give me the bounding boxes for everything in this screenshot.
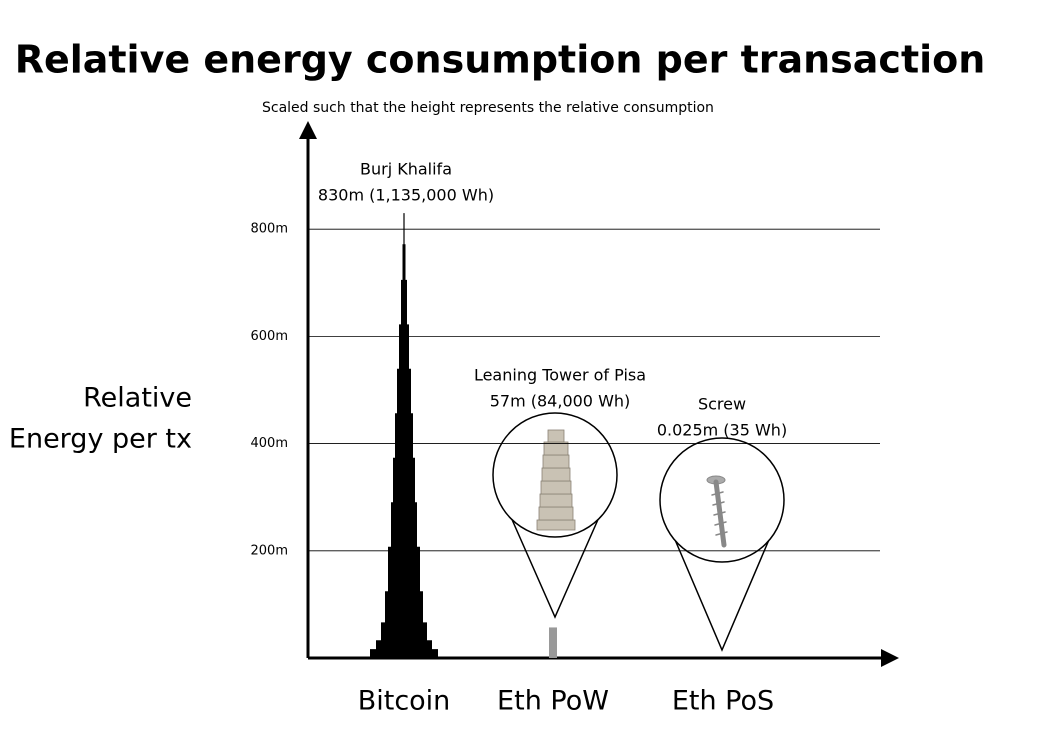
subtitle: Scaled such that the height represents t… [262,100,714,116]
landmark-label: Screw [698,395,746,414]
screw-icon [706,475,728,548]
x-tick-label: Bitcoin [358,686,451,717]
y-axis-label: Energy per tx [9,424,192,455]
x-tick-label: Eth PoW [497,686,609,717]
y-tick-label: 200m [251,543,288,558]
bar [362,213,446,658]
chart-title: Relative energy consumption per transact… [15,38,986,82]
magnifier [492,412,785,652]
y-tick-label: 600m [251,329,288,344]
value-label: 57m (84,000 Wh) [490,392,631,411]
y-tick-label: 400m [251,436,288,451]
pisa-icon [536,429,576,531]
value-label: 830m (1,135,000 Wh) [318,186,494,205]
y-tick-label: 800m [251,222,288,237]
y-axis-label: Relative [83,383,192,414]
landmark-label: Burj Khalifa [360,160,452,179]
bar [549,627,557,658]
value-label: 0.025m (35 Wh) [657,421,787,440]
x-tick-label: Eth PoS [672,686,774,717]
landmark-label: Leaning Tower of Pisa [474,366,646,385]
